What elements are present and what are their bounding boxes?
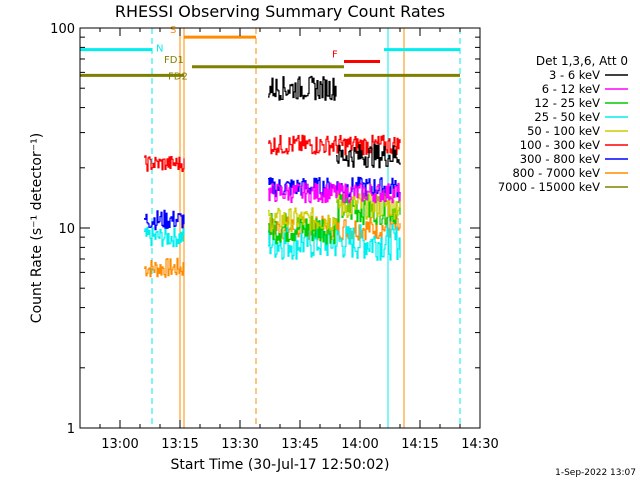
legend-entry-label: 3 - 6 keV: [549, 68, 600, 82]
plot-frame: [79, 27, 481, 429]
series-trace: [144, 226, 185, 248]
series-trace: [144, 209, 185, 231]
flag-label-n: N: [156, 44, 163, 55]
x-tick-label: 13:45: [281, 437, 318, 452]
chart-title: RHESSI Observing Summary Count Rates: [115, 2, 445, 21]
series-trace: [268, 134, 401, 156]
legend-entry-label: 300 - 800 keV: [520, 152, 600, 166]
series-trace: [268, 182, 401, 204]
legend-entry-label: 50 - 100 keV: [527, 124, 600, 138]
series-trace: [336, 143, 401, 169]
legend-entry-label: 800 - 7000 keV: [512, 166, 600, 180]
x-axis: 13:00 13:15 13:30 13:45 14:00 14:15 14:30: [79, 28, 499, 452]
series-trace: [268, 207, 337, 233]
data-series: [144, 75, 401, 278]
series-trace: [268, 213, 337, 245]
y-axis: 1 10 100: [50, 22, 480, 437]
legend-entry-label: 12 - 25 keV: [534, 96, 600, 110]
series-trace: [268, 75, 337, 101]
y-axis-label: Count Rate (s⁻¹ detector⁻¹): [29, 133, 45, 323]
series-trace: [144, 155, 185, 172]
x-tick-label: 13:00: [101, 437, 138, 452]
x-tick-label: 13:15: [161, 437, 198, 452]
y-tick-label: 10: [58, 222, 75, 237]
flag-label-fd2: FD2: [168, 71, 188, 82]
legend-entry-label: 100 - 300 keV: [520, 138, 600, 152]
x-tick-label: 14:15: [401, 437, 438, 452]
series-trace: [144, 257, 185, 278]
legend-entry-label: 6 - 12 keV: [542, 82, 600, 96]
legend-entry-label: 7000 - 15000 keV: [498, 180, 600, 194]
legend-entry-label: 25 - 50 keV: [534, 110, 600, 124]
x-tick-label: 14:00: [341, 437, 378, 452]
x-axis-label: Start Time (30-Jul-17 12:50:02): [170, 457, 389, 473]
y-tick-label: 1: [67, 422, 75, 437]
flag-label-s: S: [170, 25, 176, 36]
x-tick-label: 14:30: [461, 437, 498, 452]
flag-bars: NS F FD1 FD2: [80, 25, 460, 82]
flag-label-f: F: [332, 49, 338, 60]
x-tick-label: 13:30: [221, 437, 258, 452]
flag-label-fd1: FD1: [164, 55, 184, 66]
footer-timestamp: 1-Sep-2022 13:07: [555, 468, 636, 478]
legend-title: Det 1,3,6, Att 0: [536, 54, 628, 68]
y-tick-label: 100: [50, 22, 75, 37]
